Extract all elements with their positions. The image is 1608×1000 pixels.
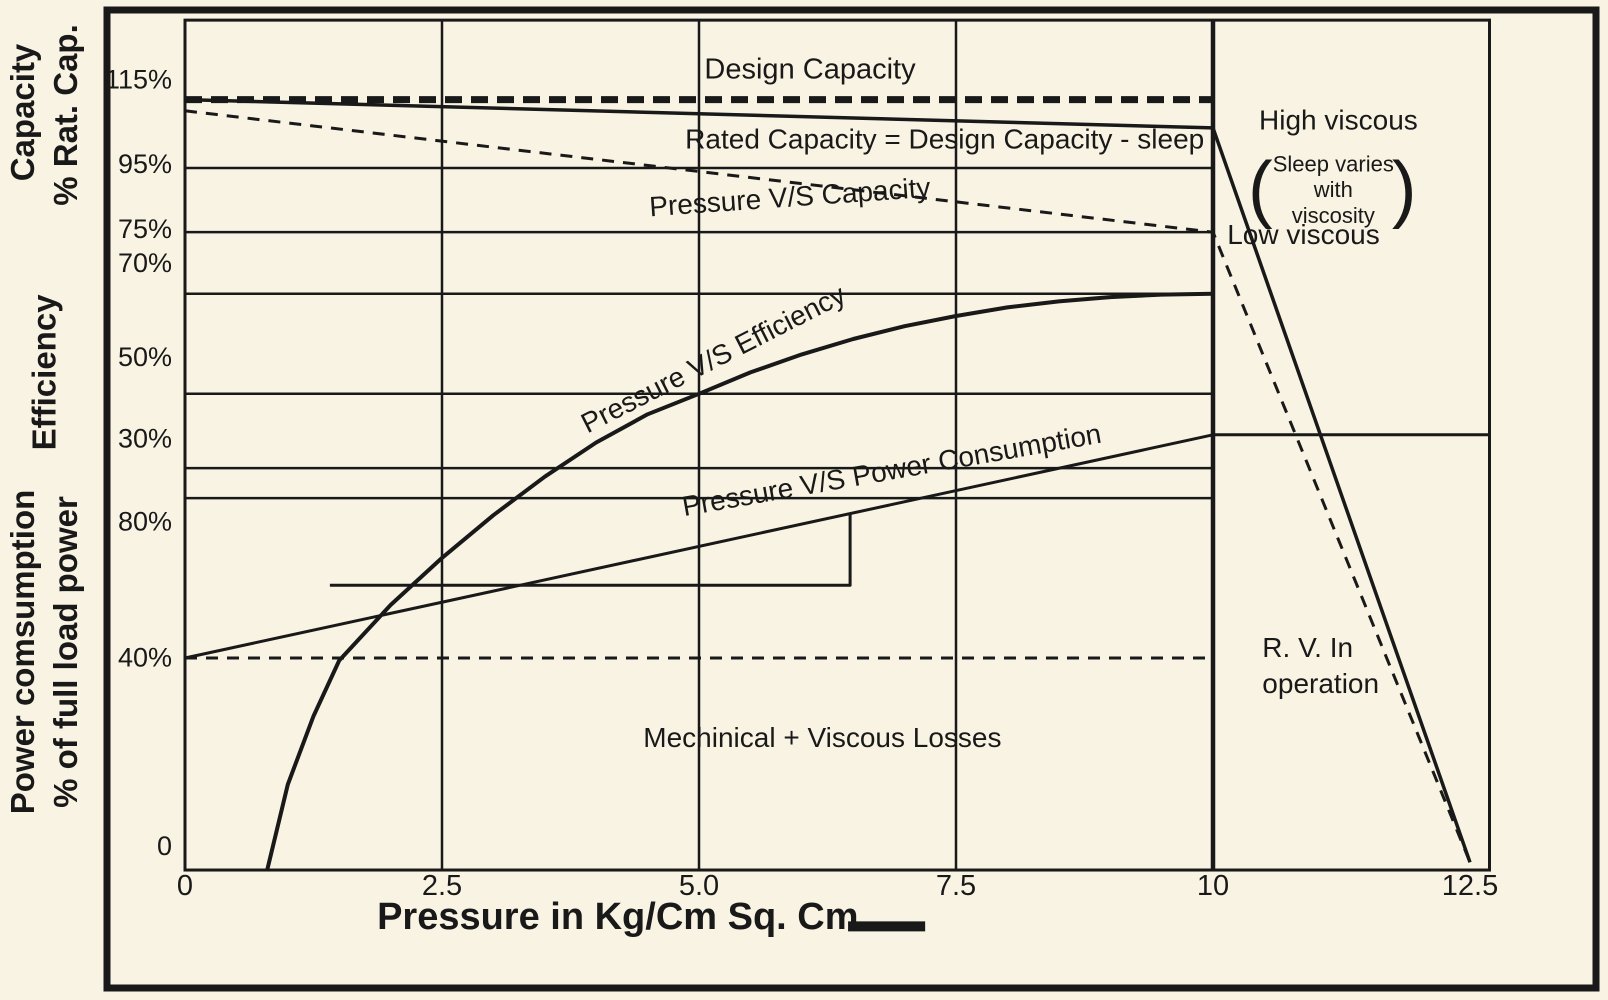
label-rated-capacity: Rated Capacity = Design Capacity - sleep xyxy=(685,123,1204,154)
y-tick-label: 40% xyxy=(118,642,172,672)
label-paren-right: ) xyxy=(1392,146,1417,229)
x-tick-label: 12.5 xyxy=(1442,870,1498,902)
label-rv-operation: operation xyxy=(1262,668,1379,699)
y-tick-label: 50% xyxy=(118,342,172,372)
x-axis-title: Pressure in Kg/Cm Sq. Cm xyxy=(377,896,858,938)
plot-border xyxy=(183,18,1491,872)
label-axis-power-1: Power comsumption xyxy=(4,490,41,815)
y-tick-label: 0 xyxy=(157,831,172,861)
outer-frame xyxy=(103,6,1600,992)
label-low-viscous: Low viscous xyxy=(1227,219,1380,250)
y-tick-label: 80% xyxy=(118,506,172,536)
label-axis-power-2: % of full load power xyxy=(47,496,84,808)
y-tick-label: 95% xyxy=(118,149,172,179)
x-tick-label: 10 xyxy=(1197,870,1229,902)
y-tick-label: 70% xyxy=(118,248,172,278)
series-pressure-vs-power-consumption xyxy=(184,433,1490,660)
x-tick-label: 0 xyxy=(177,870,193,902)
y-tick-label: 75% xyxy=(118,214,172,244)
label-sleep-varies-3: viscosity xyxy=(1292,203,1375,228)
label-sleep-varies-2: with xyxy=(1313,177,1353,202)
y-tick-label: 115% xyxy=(105,64,172,94)
y-tick-label: 30% xyxy=(118,423,172,453)
x-tick-label: 5.0 xyxy=(679,870,719,902)
label-rv-in: R. V. In xyxy=(1262,632,1353,663)
label-mech-losses: Mechinical + Viscous Losses xyxy=(643,722,1001,753)
x-tick-label: 7.5 xyxy=(936,870,976,902)
label-paren-left: ( xyxy=(1248,146,1273,229)
x-tick-label: 2.5 xyxy=(422,870,462,902)
series-pressure-vs-efficiency xyxy=(265,291,1214,871)
label-sleep-varies-1: Sleep varies xyxy=(1273,152,1394,177)
label-high-viscous: High viscous xyxy=(1259,105,1418,136)
series-pressure-vs-capacity-low-viscous xyxy=(184,109,1472,863)
label-axis-capacity: Capacity xyxy=(4,43,41,181)
label-axis-efficiency: Efficiency xyxy=(26,294,63,451)
label-axis-rat-cap: % Rat. Cap. xyxy=(47,24,84,206)
series-losses-step xyxy=(329,513,852,587)
series-rated-capacity-high-viscous xyxy=(184,97,1472,863)
label-design-capacity: Design Capacity xyxy=(704,53,916,85)
